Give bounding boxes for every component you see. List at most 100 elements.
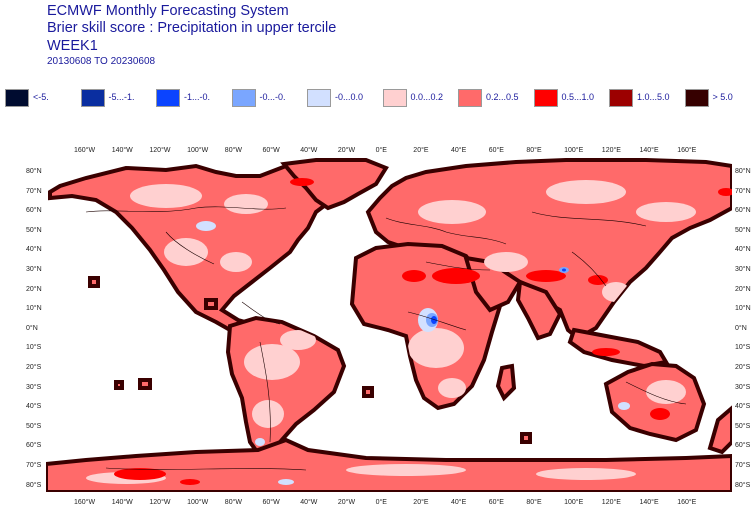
latitude-label: 40°N: [26, 246, 42, 254]
longitude-label: 20°W: [337, 147, 356, 154]
legend-swatch: [231, 89, 256, 107]
legend-swatch: [382, 89, 407, 107]
latitude-label: 70°N: [735, 187, 751, 195]
skill-patches: [86, 178, 732, 485]
world-map: [46, 152, 732, 492]
latitude-label: 40°N: [735, 246, 751, 254]
latitude-label: 20°S: [26, 364, 42, 371]
legend-label: <-5.: [33, 92, 49, 102]
longitude-label: 160°W: [74, 499, 96, 506]
legend-swatch: [684, 89, 709, 107]
latitude-label: 10°S: [735, 344, 751, 352]
land-masses: [46, 158, 732, 492]
longitude-label: 120°E: [601, 147, 621, 154]
legend-swatch: [156, 89, 180, 107]
latitude-label: 60°S: [735, 442, 751, 450]
longitude-label: 0°E: [375, 147, 387, 154]
longitude-label: 100°E: [564, 499, 584, 506]
longitude-label: 60°W: [262, 147, 280, 154]
latitude-label: 60°N: [735, 207, 751, 215]
latitude-label: 0°N: [26, 324, 38, 332]
latitude-label: 20°N: [26, 285, 42, 293]
legend-swatch: [533, 89, 558, 107]
latitude-label: 80°S: [26, 481, 42, 489]
negative-patches: [196, 221, 630, 485]
longitude-label: 20°W: [337, 499, 356, 506]
latitude-label: 50°N: [26, 226, 42, 234]
page-subtitle: Brier skill score : Precipitation in upp…: [47, 20, 337, 36]
latitude-label: 20°S: [735, 364, 751, 371]
legend-label: -5...-1.: [108, 92, 135, 102]
longitude-label: 80°W: [224, 147, 242, 154]
world-map-svg: [46, 158, 732, 492]
latitude-label: 70°N: [26, 187, 42, 195]
longitude-label: 20°E: [413, 499, 429, 506]
longitude-label: 0°E: [375, 499, 387, 506]
legend-swatch: [458, 89, 482, 107]
longitude-label: 40°W: [300, 147, 318, 154]
latitude-label: 20°N: [735, 285, 751, 293]
latitude-label: 10°S: [26, 344, 42, 352]
longitude-label: 120°W: [149, 147, 171, 154]
latitude-label: 60°N: [26, 207, 42, 215]
longitude-label: 60°E: [488, 147, 504, 154]
longitude-label: 60°W: [262, 499, 280, 506]
latitude-label: 80°N: [26, 168, 42, 175]
longitude-label: 100°E: [564, 147, 584, 154]
latitude-label: 0°N: [735, 324, 747, 332]
coastlines: [85, 206, 687, 471]
longitude-label: 140°E: [639, 147, 659, 154]
latitude-label: 70°S: [26, 462, 42, 469]
latitude-label: 60°S: [26, 442, 42, 450]
latitude-label: 70°S: [735, 462, 751, 469]
strong-positive-patches: [114, 178, 732, 485]
legend-swatch: [5, 89, 29, 107]
longitude-label: 40°W: [300, 499, 318, 506]
legend-swatch: [609, 89, 633, 107]
longitude-label: 140°W: [111, 499, 133, 506]
longitude-label: 120°E: [601, 499, 621, 506]
legend-label: 0.2...0.5: [486, 92, 519, 102]
legend-label: 0.0...0.2: [410, 92, 444, 102]
color-legend: <-5. -5...-1. -1...-0. -0...-0. -0...0.0 0.0.…: [0, 89, 756, 109]
latitude-label: 30°S: [735, 383, 751, 391]
legend-label: > 5.0: [712, 92, 733, 102]
longitude-label: 80°W: [224, 499, 242, 506]
latitude-label: 30°N: [26, 266, 42, 273]
date-range: 20130608 TO 20230608: [47, 56, 156, 67]
longitude-label: 20°E: [413, 147, 429, 154]
page-title: ECMWF Monthly Forecasting System: [47, 3, 289, 19]
legend-label: 1.0...5.0: [637, 92, 670, 102]
latitude-label: 50°S: [735, 422, 751, 430]
legend-swatch: [307, 89, 331, 107]
longitude-label: 160°W: [74, 147, 96, 154]
light-positive-patches: [86, 180, 696, 484]
latitude-label: 10°N: [735, 305, 751, 313]
longitude-label: 40°E: [451, 499, 467, 506]
longitude-label: 120°W: [149, 499, 171, 506]
legend-swatch: [80, 89, 105, 107]
latitude-label: 80°S: [735, 481, 751, 489]
latitude-label: 40°S: [735, 403, 751, 411]
longitude-label: 80°E: [526, 147, 542, 154]
legend-label: 0.5...1.0: [561, 92, 595, 102]
longitude-label: 140°E: [639, 499, 659, 506]
latitude-label: 10°N: [26, 305, 42, 313]
latitude-label: 30°N: [735, 266, 751, 273]
latitude-label: 50°N: [735, 226, 751, 234]
longitude-label: 100°W: [187, 147, 209, 154]
longitude-label: 100°W: [187, 499, 209, 506]
longitude-label: 60°E: [488, 499, 504, 506]
latitude-label: 80°N: [735, 168, 751, 175]
longitude-label: 160°E: [677, 147, 697, 154]
legend-label: -0...-0.: [259, 92, 286, 102]
longitude-label: 80°E: [526, 499, 542, 506]
legend-label: -1...-0.: [184, 92, 211, 102]
legend-label: -0...0.0: [335, 92, 364, 102]
latitude-label: 40°S: [26, 403, 42, 411]
week-label: WEEK1: [47, 38, 98, 54]
longitude-label: 160°E: [677, 499, 697, 506]
longitude-label: 140°W: [111, 147, 133, 154]
longitude-label: 40°E: [451, 147, 467, 154]
latitude-label: 30°S: [26, 383, 42, 391]
